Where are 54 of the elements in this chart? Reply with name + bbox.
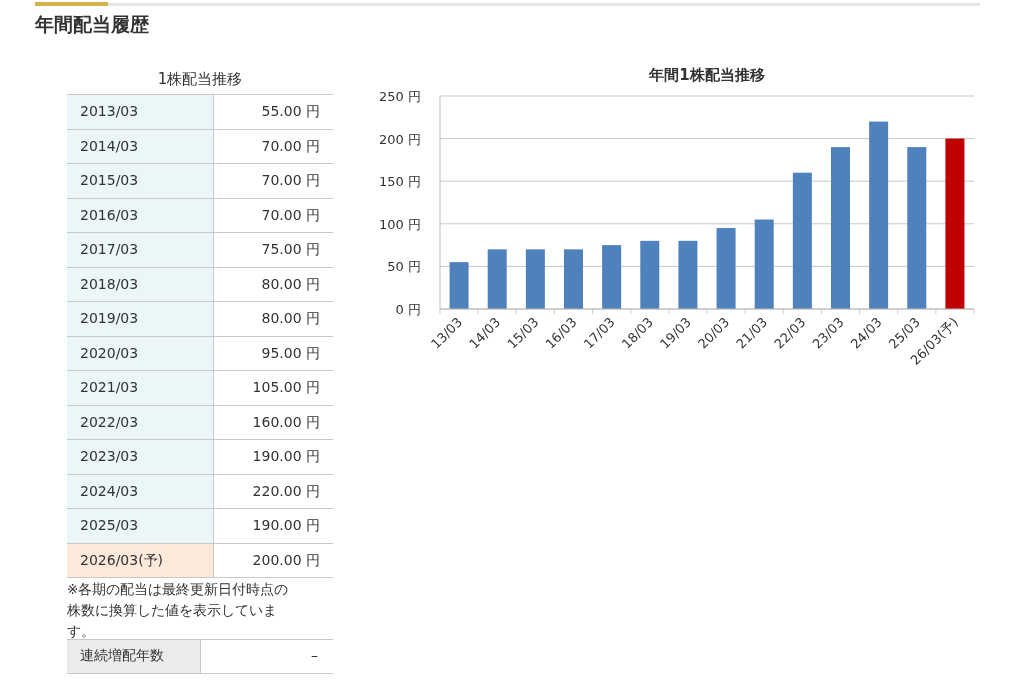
bar — [564, 249, 583, 309]
text: 2023/03 — [80, 448, 139, 464]
text: 2019/03 — [80, 310, 139, 326]
text: 190.00 円 — [251, 517, 320, 535]
bar — [831, 147, 850, 309]
text: 80.00 円 — [260, 275, 320, 294]
bar — [945, 138, 965, 309]
text: 2018/03 — [80, 275, 139, 292]
text: 1株配当推移 — [156, 70, 244, 89]
text: 2013/03 — [80, 103, 139, 119]
text: 年間配当履歴 — [35, 12, 149, 37]
y-tick-label: 50 円 — [387, 259, 421, 275]
text: 220.00 円 — [251, 482, 320, 501]
text: 2021/03 — [80, 379, 139, 395]
bar — [907, 147, 927, 309]
text: 2024/03 — [80, 482, 139, 499]
bar — [754, 219, 774, 309]
text: 2026/03(予) — [80, 551, 164, 570]
text: 70.00 円 — [260, 137, 320, 156]
text: 連続増配年数 — [80, 647, 164, 665]
text: 2025/03 — [80, 517, 139, 533]
bar — [678, 240, 698, 309]
y-tick-label: 100 円 — [379, 216, 421, 232]
text: 2016/03 — [80, 206, 139, 223]
text: 105.00 円 — [251, 379, 320, 397]
text: 75.00 円 — [260, 241, 320, 259]
text: 95.00 円 — [260, 344, 320, 363]
text: 70.00 円 — [260, 206, 320, 225]
text: 2020/03 — [80, 344, 139, 361]
bar — [525, 249, 545, 309]
bar — [792, 172, 812, 309]
text: 2022/03 — [80, 413, 139, 430]
text: ※各期の配当は最終更新日付時点の株数に換算した値を表示しています。 — [67, 580, 290, 641]
y-tick-label: 200 円 — [379, 131, 421, 147]
text: 160.00 円 — [251, 413, 320, 432]
text: – — [310, 647, 318, 663]
bar — [449, 262, 469, 309]
y-tick-label: 250 円 — [379, 89, 421, 104]
bar — [640, 240, 660, 309]
bar — [602, 245, 622, 309]
text: 55.00 円 — [260, 103, 320, 121]
text: 2017/03 — [80, 241, 139, 257]
text: 70.00 円 — [260, 172, 320, 190]
bar — [716, 228, 736, 309]
chart-title: 年間1株配当推移 — [648, 66, 765, 84]
bar — [869, 121, 889, 309]
text: 80.00 円 — [260, 310, 320, 328]
text: 190.00 円 — [251, 448, 320, 466]
text: 2015/03 — [80, 172, 139, 188]
y-tick-label: 0 円 — [395, 302, 421, 317]
bar — [487, 249, 507, 309]
text: 2014/03 — [80, 137, 139, 154]
y-tick-label: 150 円 — [379, 174, 421, 190]
text: 200.00 円 — [251, 551, 320, 570]
